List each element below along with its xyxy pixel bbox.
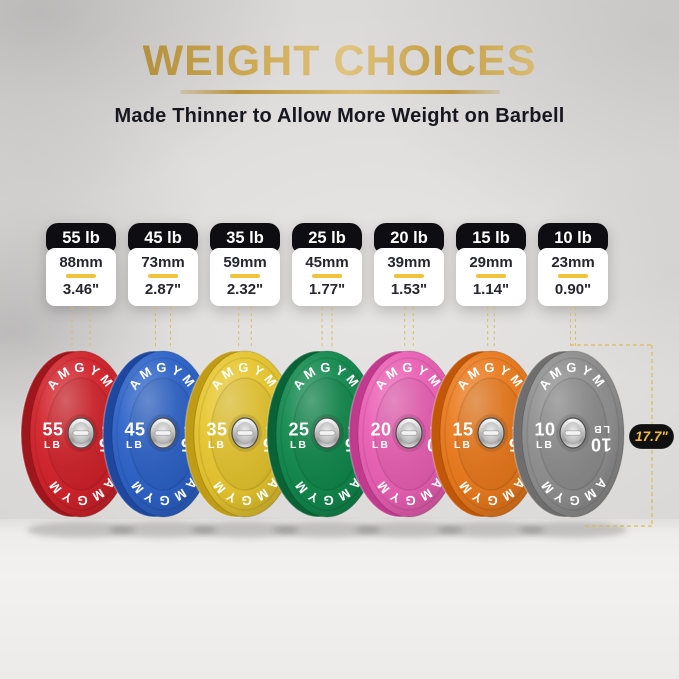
hub-slot [72,430,90,436]
svg-text:10: 10 [590,435,611,455]
card-thickness-mm: 23mm [551,254,595,271]
plate-weight-unit: LB [290,439,308,451]
plate-weight-number: 20 [370,420,391,440]
size-card-10lb: 10 lb 23mm 0.90" [538,223,608,306]
card-thickness-mm: 73mm [141,254,185,271]
diameter-measure-lines [570,344,653,527]
card-thickness-inch: 1.53" [390,281,428,298]
card-divider [230,274,260,278]
plate-10lb: AMGYM AMGYM 10 LB 10 LB [512,350,625,518]
plate-weight-unit: LB [372,439,390,451]
plate-35lb: AMGYM AMGYM 35 LB 35 LB [184,350,297,518]
plate-weight-number: 45 [124,420,145,440]
plate-weight-mirrored: 10 LB [590,423,611,455]
thickness-connector-lines [71,307,576,348]
card-thickness-inch: 1.14" [472,281,510,298]
size-card-25lb: 25 lb 45mm 1.77" [292,223,362,306]
card-thickness-mm: 29mm [469,254,513,271]
size-card-45lb: 45 lb 73mm 2.87" [128,223,198,306]
page-subtitle: Made Thinner to Allow More Weight on Bar… [114,105,565,127]
card-thickness-inch: 2.87" [144,281,182,298]
hub-slot [236,430,254,436]
card-divider [66,274,96,278]
card-thickness-inch: 3.46" [62,281,100,298]
hub-slot [318,430,336,436]
card-thickness-inch: 1.77" [308,281,346,298]
diameter-badge: 17.7" [628,423,675,450]
plate-weight-number: 35 [206,420,227,440]
card-thickness-mm: 39mm [387,254,431,271]
plate-weight-unit: LB [126,439,144,451]
plate-weight-unit: LB [536,439,554,451]
card-thickness-mm: 45mm [305,254,349,271]
card-divider [394,274,424,278]
header-block: WEIGHT CHOICES Made Thinner to Allow Mor… [0,40,679,128]
plate-weight-number: 15 [452,420,473,440]
hub-slot [154,430,172,436]
card-thickness-mm: 59mm [223,254,267,271]
plate-weight-number: 25 [288,420,309,440]
floor-surface [0,519,679,679]
hub-slot [564,430,582,436]
plate-weight-unit: LB [454,439,472,451]
size-card-55lb: 55 lb 88mm 3.46" [46,223,116,306]
hub-slot [482,430,500,436]
card-thickness-inch: 2.32" [226,281,264,298]
card-divider [148,274,178,278]
plate-25lb: AMGYM AMGYM 25 LB 25 LB [266,350,379,518]
plate-15lb: AMGYM AMGYM 15 LB 15 LB [430,350,543,518]
title-underline [179,90,500,94]
plate-weight-number: 10 [534,420,555,440]
plate-shadows [27,522,627,538]
card-divider [558,274,588,278]
plate-weight-unit: LB [208,439,226,451]
plate-weight-unit: LB [44,439,62,451]
size-card-20lb: 20 lb 39mm 1.53" [374,223,444,306]
size-card-35lb: 35 lb 59mm 2.32" [210,223,280,306]
svg-text:LB: LB [592,423,610,435]
card-divider [312,274,342,278]
page-title: WEIGHT CHOICES [142,37,537,85]
plate-20lb: AMGYM AMGYM 20 LB 20 LB [348,350,461,518]
size-card-15lb: 15 lb 29mm 1.14" [456,223,526,306]
card-divider [476,274,506,278]
diameter-label: 17.7" [635,429,668,444]
plate-45lb: AMGYM AMGYM 45 LB 45 LB [102,350,215,518]
hub-slot [400,430,418,436]
card-thickness-mm: 88mm [59,254,103,271]
card-thickness-inch: 0.90" [554,281,592,298]
plate-weight-number: 55 [42,420,63,440]
